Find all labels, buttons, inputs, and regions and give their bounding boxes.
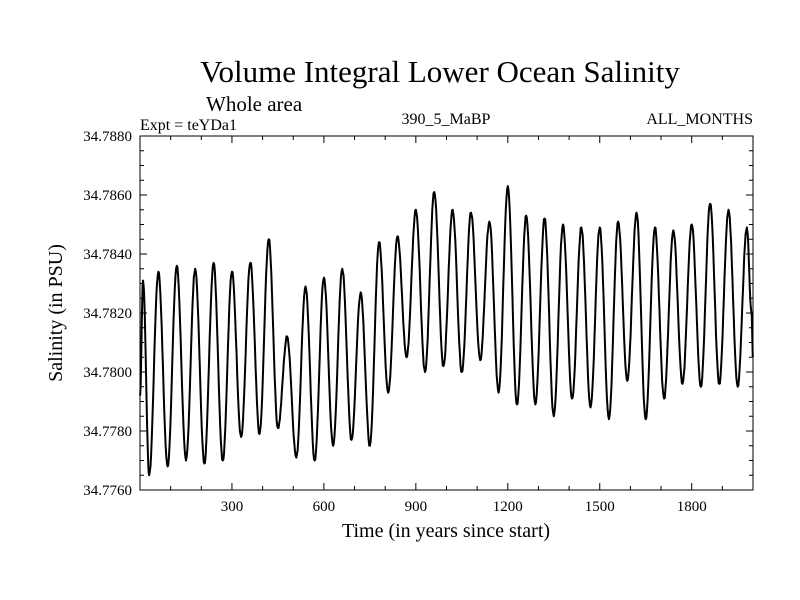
annotation-experiment: Expt = teYDa1 bbox=[140, 117, 237, 134]
y-tick-label: 34.7840 bbox=[83, 247, 132, 263]
y-tick-label: 34.7760 bbox=[83, 483, 132, 499]
x-axis-label: Time (in years since start) bbox=[342, 520, 550, 542]
x-tick-label: 900 bbox=[405, 499, 428, 515]
annotation-period: 390_5_MaBP bbox=[402, 111, 491, 128]
x-axis: 300 600 900 1200 1500 1800 bbox=[170, 136, 723, 515]
series-line-salinity bbox=[139, 185, 754, 477]
y-tick-label: 34.7880 bbox=[83, 129, 132, 145]
y-tick-label: 34.7780 bbox=[83, 424, 132, 440]
chart-title: Volume Integral Lower Ocean Salinity bbox=[200, 54, 680, 89]
x-tick-label: 600 bbox=[313, 499, 336, 515]
series-layer bbox=[139, 185, 754, 477]
annotation-months: ALL_MONTHS bbox=[646, 111, 753, 128]
y-tick-label: 34.7800 bbox=[83, 365, 132, 381]
y-tick-label: 34.7820 bbox=[83, 306, 132, 322]
y-tick-label: 34.7860 bbox=[83, 188, 132, 204]
x-tick-label: 1500 bbox=[585, 499, 615, 515]
x-tick-label: 1200 bbox=[493, 499, 523, 515]
y-axis-label: Salinity (in PSU) bbox=[45, 244, 67, 382]
x-tick-label: 300 bbox=[221, 499, 244, 515]
chart-subtitle: Whole area bbox=[206, 92, 303, 116]
x-tick-label: 1800 bbox=[677, 499, 707, 515]
